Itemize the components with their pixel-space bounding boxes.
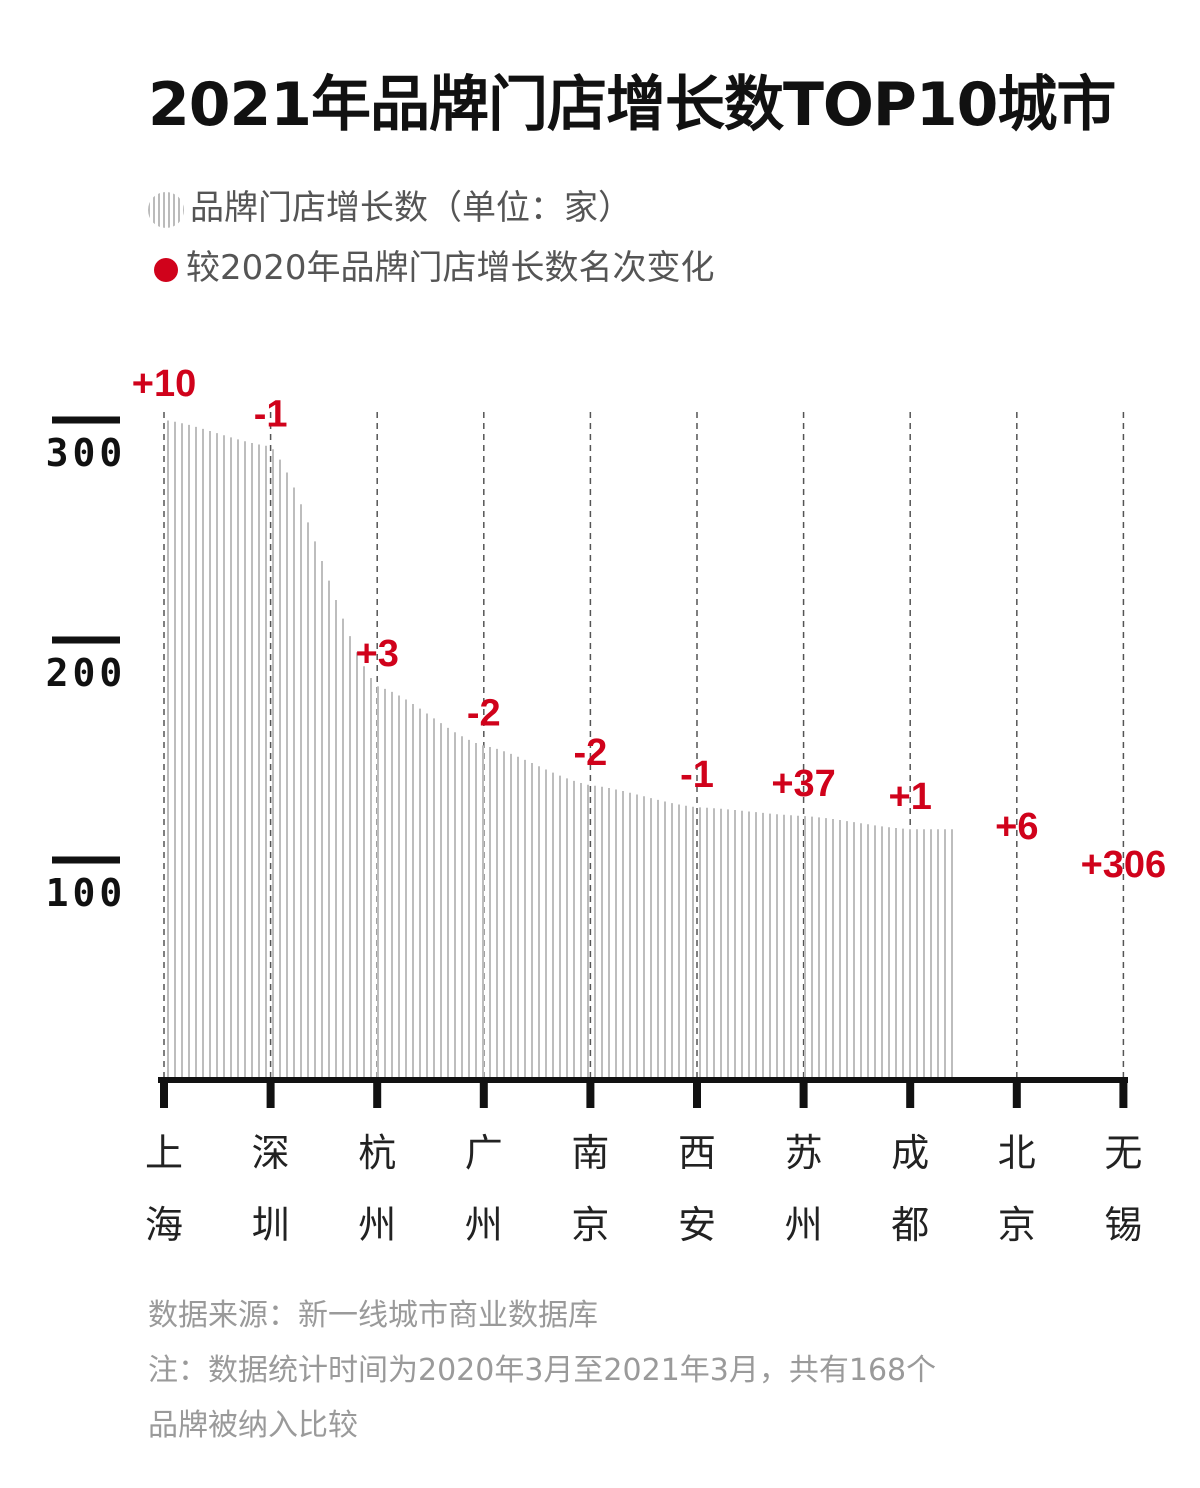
- chart-title: 2021年品牌门店增长数TOP10城市: [148, 70, 1116, 140]
- rank-change-label-7: +1: [889, 776, 932, 818]
- category-label-3: 广: [465, 1131, 503, 1175]
- category-label-8: 京: [998, 1203, 1036, 1247]
- category-label-2: 州: [358, 1203, 396, 1247]
- y-tick-label-200: 200: [46, 651, 127, 695]
- category-label-5: 西: [678, 1131, 716, 1175]
- rank-change-label-2: +3: [356, 633, 399, 675]
- rank-change-label-6: +37: [771, 763, 835, 805]
- bars-swatch-icon: [148, 191, 184, 228]
- y-tick-label-100: 100: [46, 871, 127, 915]
- category-label-9: 无: [1104, 1131, 1142, 1175]
- rank-change-label-5: -1: [680, 754, 714, 796]
- footnote-line-1: 注：数据统计时间为2020年3月至2021年3月，共有168个: [148, 1353, 937, 1388]
- category-label-0: 海: [145, 1203, 183, 1247]
- legend-bars: 品牌门店增长数（单位：家）: [148, 180, 632, 229]
- rank-change-label-9: +306: [1081, 844, 1167, 886]
- category-label-7: 都: [891, 1203, 929, 1247]
- category-label-3: 州: [465, 1203, 503, 1247]
- rank-change-label-1: -1: [254, 393, 288, 435]
- category-label-5: 安: [678, 1203, 716, 1247]
- chart-area: 100200300上海深圳杭州广州南京西安苏州成都北京无锡+10-1+3-2-2…: [46, 363, 1167, 1247]
- category-label-6: 苏: [785, 1131, 823, 1175]
- source-note: 数据来源：新一线城市商业数据库: [148, 1298, 598, 1333]
- legend-dot: 较2020年品牌门店增长数名次变化: [148, 240, 715, 289]
- category-label-9: 锡: [1104, 1203, 1142, 1247]
- category-label-6: 州: [785, 1203, 823, 1247]
- category-label-4: 南: [571, 1131, 609, 1175]
- category-label-0: 上: [145, 1131, 183, 1175]
- legend-dot-label: 较2020年品牌门店增长数名次变化: [186, 248, 715, 288]
- footnote-line-2: 品牌被纳入比较: [148, 1408, 358, 1443]
- category-label-7: 成: [891, 1131, 929, 1175]
- legend-bars-label: 品牌门店增长数（单位：家）: [190, 188, 632, 228]
- category-label-1: 深: [252, 1131, 290, 1175]
- y-tick-label-300: 300: [46, 431, 127, 475]
- category-label-4: 京: [571, 1203, 609, 1247]
- rank-change-label-4: -2: [574, 732, 608, 774]
- rank-change-label-0: +10: [132, 363, 196, 405]
- rank-change-label-3: -2: [467, 693, 501, 735]
- red-dot-icon: [154, 257, 178, 282]
- rank-change-label-8: +6: [995, 806, 1038, 848]
- category-label-1: 圳: [252, 1203, 290, 1247]
- category-label-2: 杭: [358, 1131, 396, 1175]
- category-label-8: 北: [998, 1131, 1036, 1175]
